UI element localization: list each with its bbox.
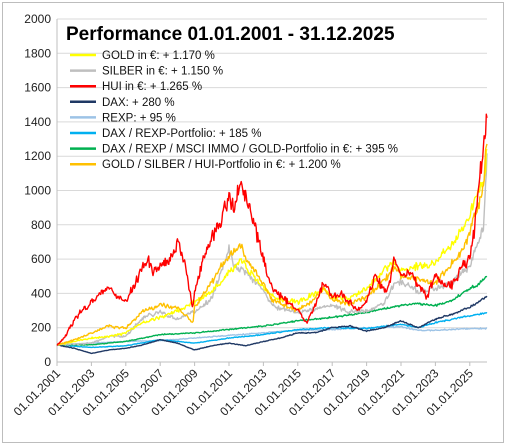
plot-area [56, 113, 488, 355]
legend: GOLD in €: + 1.170 % SILBER in €: + 1.150… [70, 50, 398, 171]
x-axis-ticks: 01.01.200101.01.200301.01.200501.01.2007… [11, 362, 476, 419]
y-tick-label-7: 1400 [24, 115, 51, 129]
grid-lines [56, 18, 487, 363]
y-axis-ticks: 0 200 400 600 800 1000 1200 1400 1600 1800 2000 [24, 12, 51, 369]
series-line-0 [56, 148, 488, 346]
y-tick-label-1: 200 [31, 321, 51, 335]
y-tick-label-2: 400 [31, 286, 51, 300]
legend-label-7: GOLD / SILBER / HUI-Portfolio in €: + 1.… [102, 159, 341, 171]
chart-title: Performance 01.01.2001 - 31.12.2025 [66, 24, 395, 45]
legend-label-1: SILBER in €: + 1.150 % [102, 66, 223, 78]
series-line-1 [56, 153, 488, 346]
y-tick-label-5: 1000 [24, 184, 51, 198]
y-tick-label-8: 1600 [24, 81, 51, 95]
legend-label-3: DAX: + 280 % [102, 97, 175, 109]
y-tick-label-4: 800 [31, 218, 51, 232]
series-line-2 [56, 113, 488, 346]
y-tick-label-3: 600 [31, 252, 51, 266]
y-tick-label-6: 1200 [24, 149, 51, 163]
series-line-7 [56, 143, 488, 346]
series-line-3 [57, 295, 488, 355]
series-line-6 [56, 275, 488, 346]
y-tick-label-9: 1800 [24, 46, 51, 60]
legend-label-4: REXP: + 95 % [102, 112, 176, 124]
legend-label-6: DAX / REXP / MSCI IMMO / GOLD-Portfolio … [102, 144, 398, 156]
legend-label-0: GOLD in €: + 1.170 % [102, 50, 215, 62]
legend-label-2: HUI in €: + 1.265 % [102, 81, 202, 93]
y-tick-label-0: 0 [44, 355, 51, 369]
y-tick-label-10: 2000 [24, 12, 51, 26]
legend-label-5: DAX / REXP-Portfolio: + 185 % [102, 128, 261, 140]
